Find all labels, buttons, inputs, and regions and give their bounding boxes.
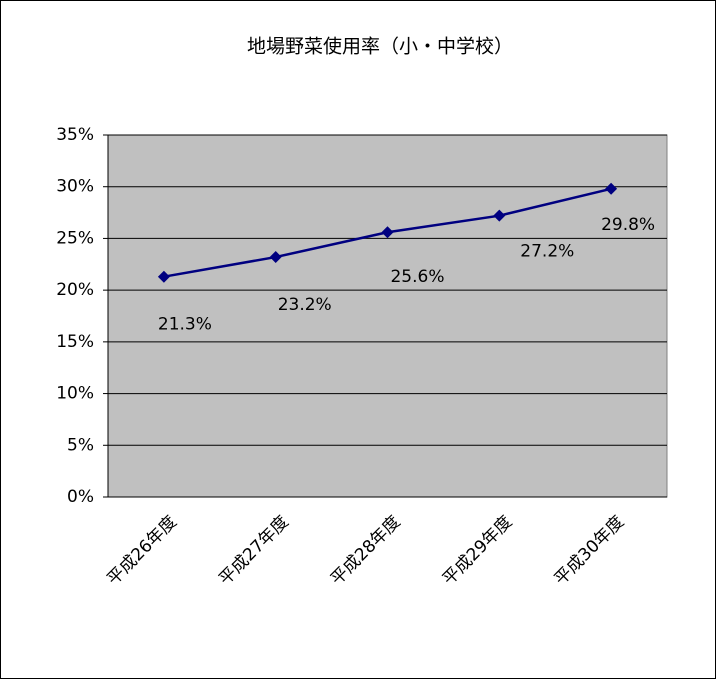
y-tick-label: 15% (56, 332, 94, 352)
data-label: 23.2% (278, 295, 332, 315)
marker (493, 209, 506, 222)
data-label: 25.6% (390, 267, 444, 287)
y-tick-label: 30% (56, 177, 94, 197)
y-tick-label: 20% (56, 280, 94, 300)
marker (269, 251, 282, 264)
marker (605, 182, 618, 195)
plot-area (107, 134, 668, 498)
y-tick-label: 0% (67, 487, 94, 507)
marker (381, 226, 394, 239)
chart-title: 地場野菜使用率（小・中学校） (247, 36, 513, 58)
y-tick-label: 10% (56, 384, 94, 404)
y-tick-label: 35% (56, 125, 94, 145)
data-label: 27.2% (520, 242, 574, 262)
y-tick-label: 5% (67, 435, 94, 455)
data-label: 29.8% (601, 215, 655, 235)
y-tick-label: 25% (56, 228, 94, 248)
marker (157, 270, 170, 283)
data-label: 21.3% (158, 315, 212, 335)
